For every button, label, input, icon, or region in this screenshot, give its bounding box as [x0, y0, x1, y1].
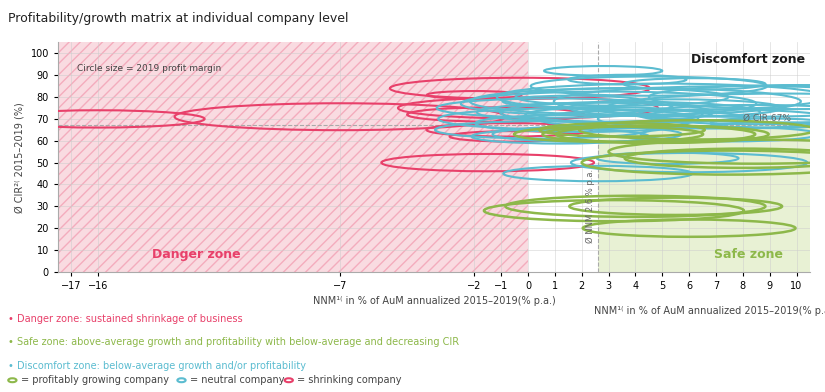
Text: Discomfort zone: Discomfort zone — [691, 53, 804, 66]
Text: = neutral company: = neutral company — [190, 375, 285, 385]
Bar — [58, 42, 528, 272]
Text: • Safe zone: above-average growth and profitability with below-average and decre: • Safe zone: above-average growth and pr… — [8, 337, 460, 347]
Text: = profitably growing company: = profitably growing company — [21, 375, 168, 385]
Bar — [598, 125, 810, 272]
Text: Danger zone: Danger zone — [152, 248, 241, 261]
Text: • Danger zone: sustained shrinkage of business: • Danger zone: sustained shrinkage of bu… — [8, 314, 243, 324]
Text: • Discomfort zone: below-average growth and/or profitability: • Discomfort zone: below-average growth … — [8, 361, 306, 371]
Bar — [58, 42, 528, 272]
Text: NNM¹⁽ in % of AuM annualized 2015–2019(% p.a.): NNM¹⁽ in % of AuM annualized 2015–2019(%… — [594, 306, 825, 316]
Text: = shrinking company: = shrinking company — [297, 375, 402, 385]
Text: Circle size = 2019 profit margin: Circle size = 2019 profit margin — [77, 64, 221, 73]
Text: Profitability/growth matrix at individual company level: Profitability/growth matrix at individua… — [8, 12, 349, 25]
Text: Ø CIR 67%: Ø CIR 67% — [742, 114, 791, 123]
Text: Ø NNM 2.6 % p.a.: Ø NNM 2.6 % p.a. — [586, 169, 595, 243]
Text: Safe zone: Safe zone — [714, 248, 783, 261]
X-axis label: NNM¹⁽ in % of AuM annualized 2015–2019(% p.a.): NNM¹⁽ in % of AuM annualized 2015–2019(%… — [313, 296, 555, 307]
Y-axis label: Ø CIR²⁽ 2015–2019 (%): Ø CIR²⁽ 2015–2019 (%) — [15, 102, 25, 212]
